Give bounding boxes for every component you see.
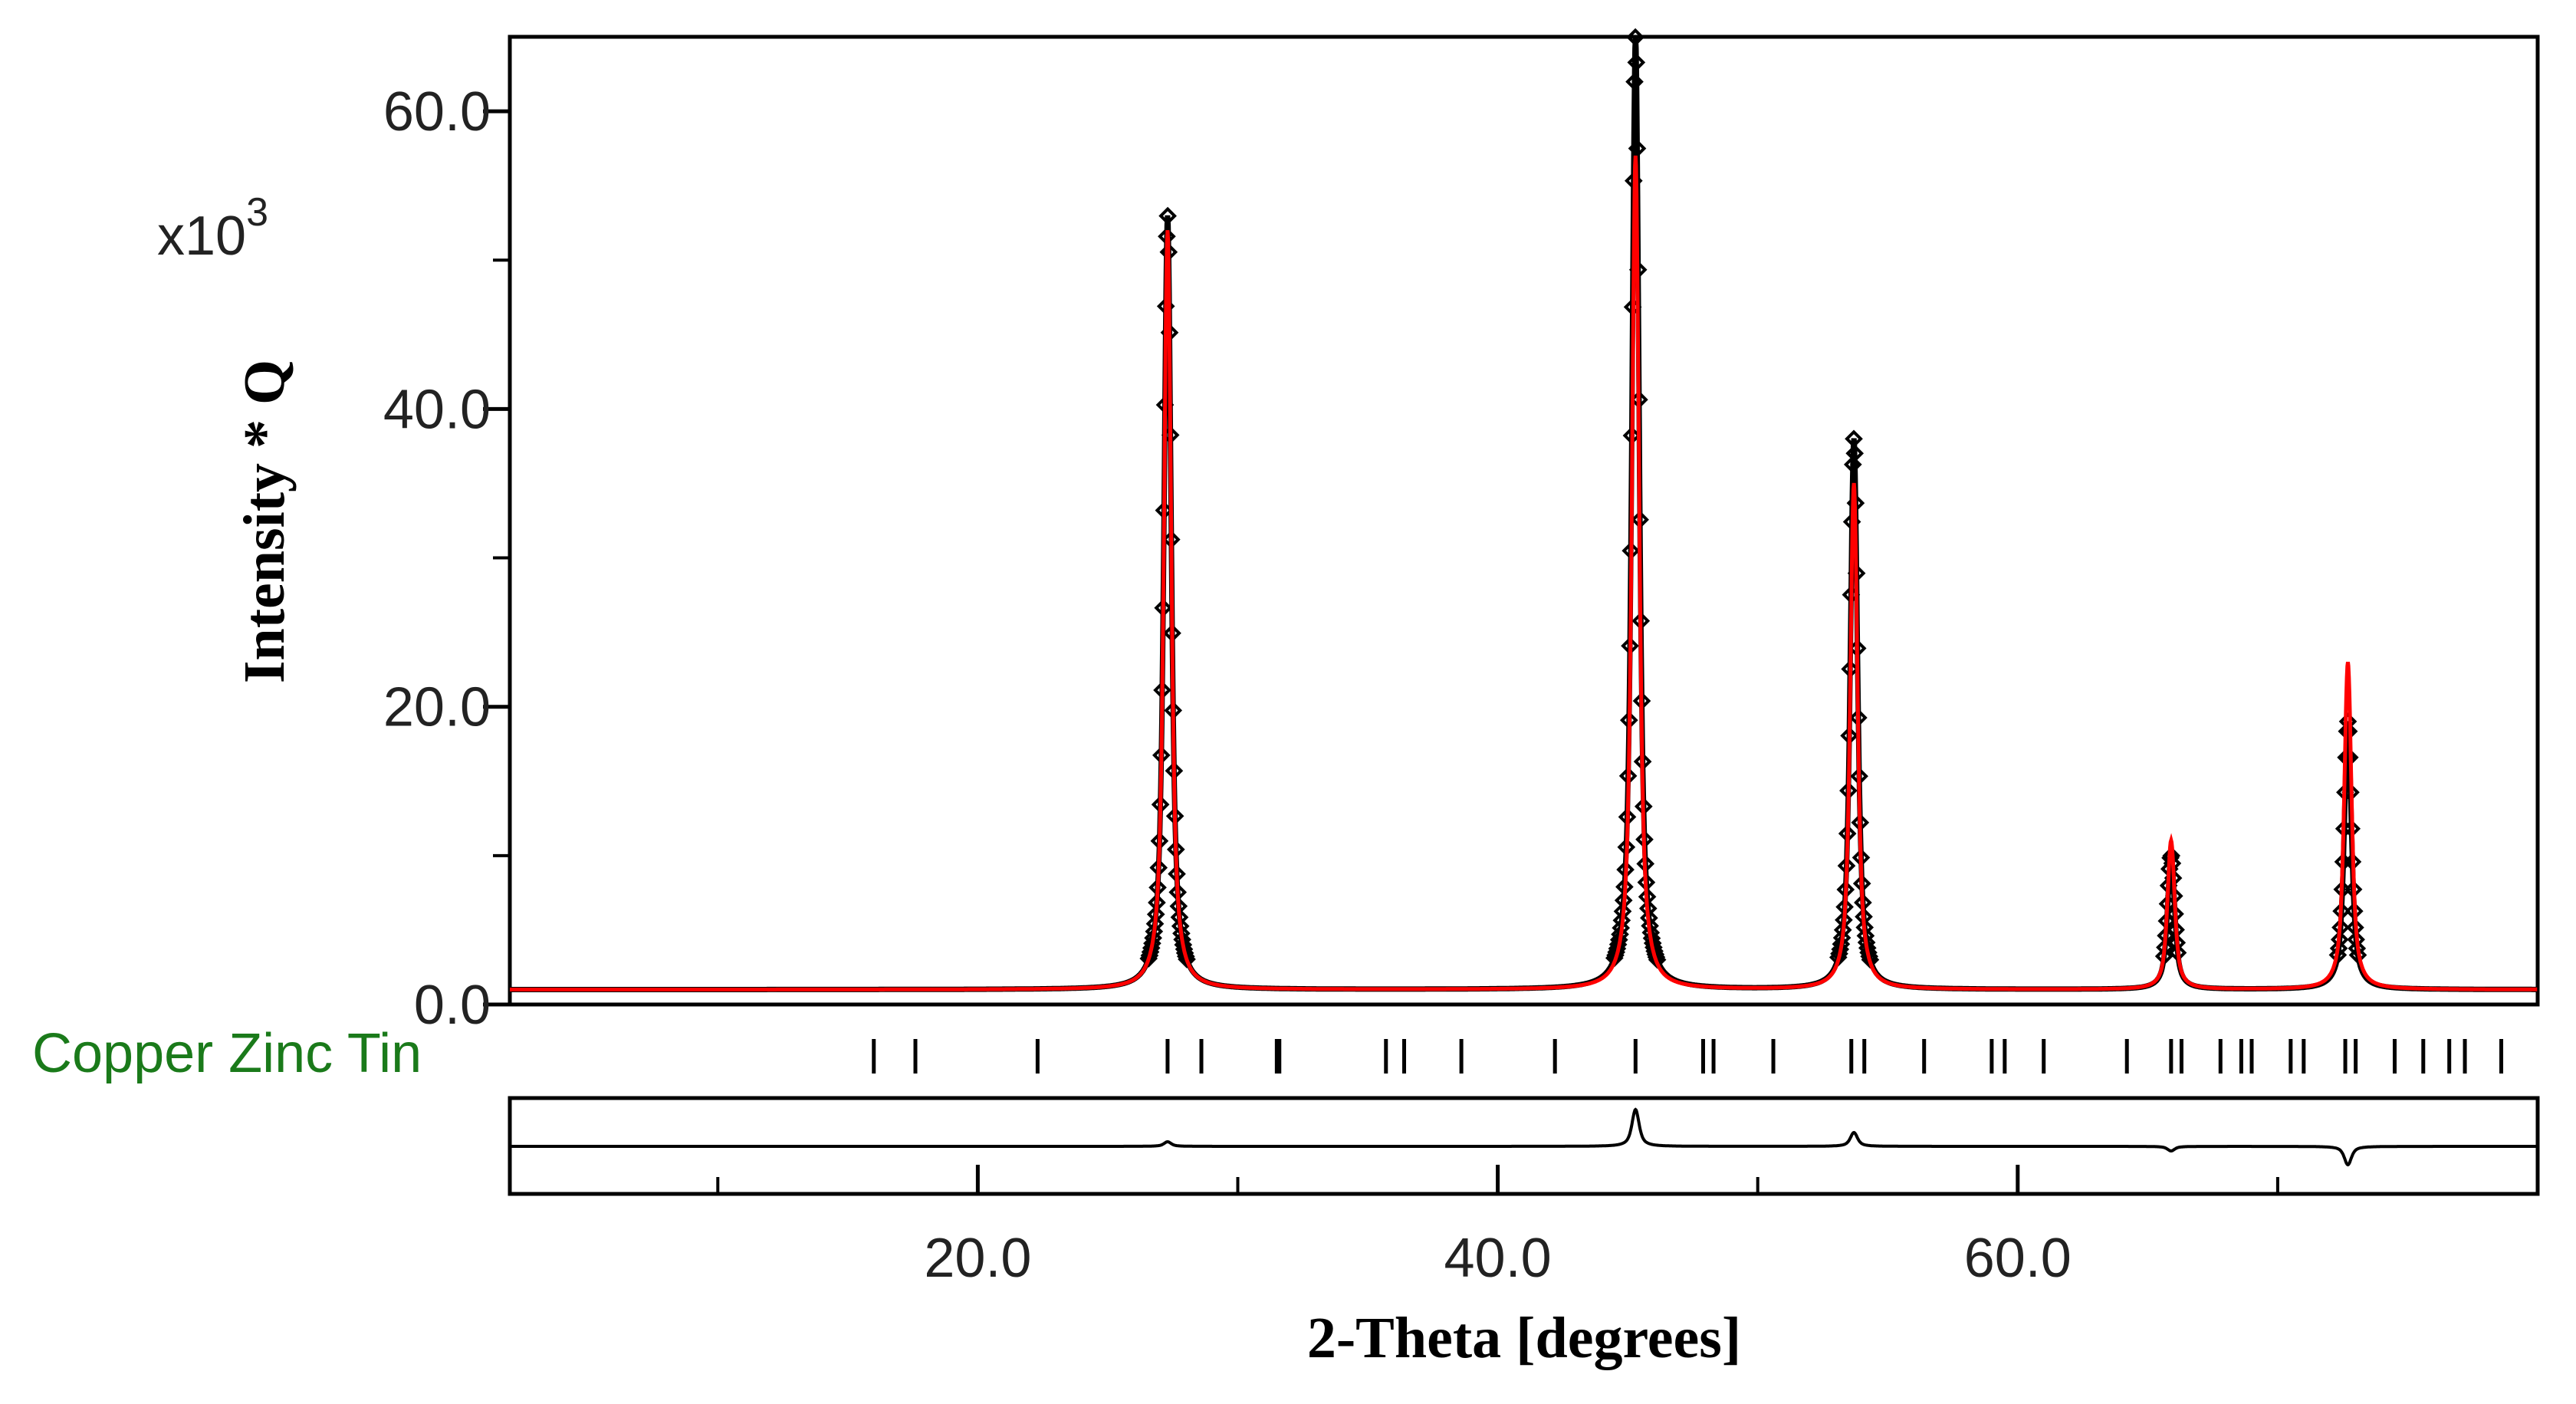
difference-series <box>510 1107 2538 1167</box>
x-axis-title: 2-Theta [degrees] <box>1307 1306 1741 1370</box>
x-tick-label: 40.0 <box>1444 1228 1552 1289</box>
x-tick-label: 60.0 <box>1964 1228 2072 1289</box>
y-axis-multiplier: x103 <box>157 190 268 267</box>
x-tick-label: 20.0 <box>924 1228 1031 1289</box>
y-tick-label: 40.0 <box>383 379 491 440</box>
calculated-series <box>510 155 2538 991</box>
y-tick-label: 60.0 <box>383 81 491 143</box>
y-axis-multiplier-exponent: 3 <box>246 190 268 235</box>
phase-label: Copper Zinc Tin <box>32 1023 422 1084</box>
phase-reflection-ticks <box>872 1039 2504 1074</box>
y-tick-label: 0.0 <box>414 975 491 1036</box>
x-axis-ticks: 20.0 40.0 60.0 <box>716 1165 2279 1289</box>
y-tick-label: 20.0 <box>383 677 491 738</box>
y-axis-title: Intensity * Q <box>232 360 297 683</box>
y-axis-ticks: 0.0 20.0 40.0 60.0 <box>383 81 510 1036</box>
main-plot-frame <box>508 35 2540 1007</box>
